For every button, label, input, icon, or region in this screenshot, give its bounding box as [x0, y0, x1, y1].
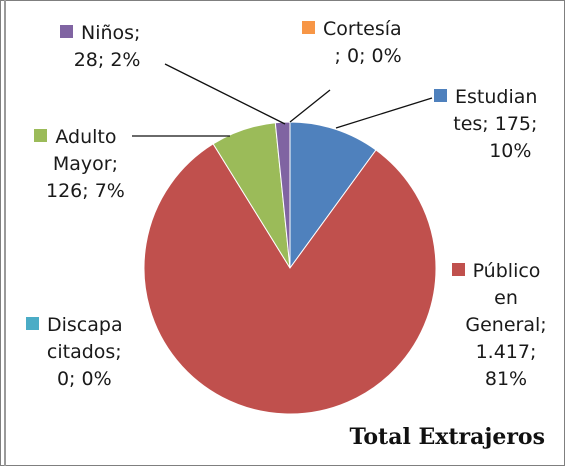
- legend-swatch-cortesia: [302, 21, 315, 34]
- label-estudiantes-line1: Estudian: [455, 86, 538, 108]
- legend-swatch-estudiantes: [434, 89, 447, 102]
- label-publico-general: Público en General; 1.417; 81%: [440, 258, 552, 393]
- legend-swatch-discapacitados: [26, 317, 39, 330]
- label-discapacitados-line3: 0; 0%: [56, 368, 112, 390]
- pie-slice-p-blico-en-general: [143, 143, 437, 415]
- label-adulto-line2: Mayor;: [52, 153, 118, 175]
- label-adulto-mayor: Adulto Mayor; 126; 7%: [26, 124, 125, 205]
- label-ninos-line2: 28; 2%: [73, 49, 141, 71]
- legend-swatch-adulto: [34, 129, 48, 142]
- label-discapacitados: Discapa citados; 0; 0%: [26, 312, 123, 393]
- label-discapacitados-line2: citados;: [46, 341, 122, 363]
- label-publico-line4: 1.417;: [475, 341, 537, 363]
- label-cortesia: Cortesía ; 0; 0%: [302, 16, 402, 70]
- label-cortesia-line1: Cortesía: [323, 18, 402, 40]
- leader-line-cortesia: [289, 89, 331, 123]
- label-publico-line2: en: [494, 287, 518, 309]
- legend-swatch-publico: [451, 263, 465, 276]
- label-cortesia-line2: ; 0; 0%: [334, 45, 402, 67]
- label-publico-line1: Público: [472, 260, 541, 282]
- chart-frame-edge: [4, 0, 6, 466]
- label-discapacitados-line1: Discapa: [47, 314, 123, 336]
- label-publico-line5: 81%: [484, 368, 528, 390]
- label-publico-line3: General;: [465, 314, 547, 336]
- label-ninos-line1: Niños;: [81, 22, 141, 44]
- label-adulto-line3: 126; 7%: [46, 180, 125, 202]
- chart-title: Total Extrajeros: [349, 424, 545, 450]
- label-adulto-line1: Adulto: [55, 126, 117, 148]
- label-estudiantes: Estudian tes; 175; 10%: [434, 84, 537, 165]
- leader-line-ninos: [164, 63, 286, 125]
- legend-swatch-ninos: [60, 25, 73, 38]
- label-estudiantes-line2: tes; 175;: [453, 113, 538, 135]
- leader-line-estudiantes: [335, 97, 433, 129]
- pie-slice-estudiantes: [289, 121, 377, 270]
- label-ninos: Niños; 28; 2%: [60, 20, 140, 74]
- label-estudiantes-line3: 10%: [489, 140, 532, 162]
